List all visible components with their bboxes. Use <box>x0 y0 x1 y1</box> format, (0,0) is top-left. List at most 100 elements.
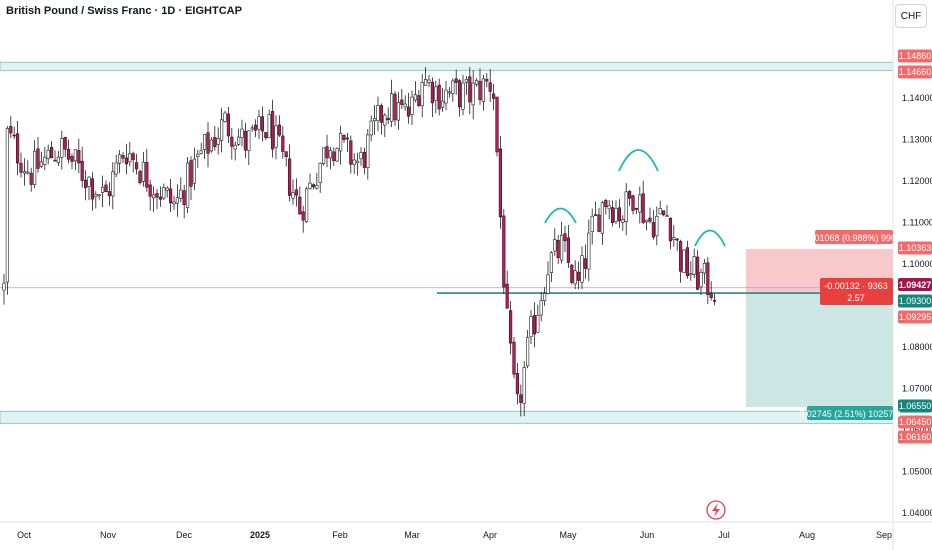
candle[interactable] <box>689 273 693 276</box>
candle[interactable] <box>67 148 71 160</box>
candle[interactable] <box>512 341 516 375</box>
candle[interactable] <box>542 293 547 301</box>
candle[interactable] <box>118 154 122 164</box>
candle[interactable] <box>491 93 496 99</box>
candle[interactable] <box>131 153 135 160</box>
candle[interactable] <box>627 191 632 199</box>
candle[interactable] <box>220 119 224 141</box>
candle[interactable] <box>26 171 30 174</box>
price-tag[interactable] <box>898 241 932 255</box>
candle[interactable] <box>223 112 227 122</box>
candle[interactable] <box>566 237 570 263</box>
candle[interactable] <box>155 193 159 198</box>
candle[interactable] <box>437 84 441 110</box>
candle[interactable] <box>124 157 128 165</box>
candle[interactable] <box>709 293 713 298</box>
support-resistance-zone[interactable] <box>0 61 894 72</box>
candle[interactable] <box>250 127 254 130</box>
candle[interactable] <box>369 120 373 136</box>
lightning-icon[interactable] <box>706 500 726 520</box>
candle[interactable] <box>624 191 628 222</box>
candle[interactable] <box>349 140 353 165</box>
currency-badge[interactable]: CHF <box>895 4 927 28</box>
candle[interactable] <box>148 184 152 197</box>
candle[interactable] <box>128 153 132 163</box>
candle[interactable] <box>668 218 672 242</box>
candle[interactable] <box>706 262 710 295</box>
candle[interactable] <box>87 176 91 187</box>
candle[interactable] <box>478 81 482 101</box>
candle[interactable] <box>661 210 666 216</box>
candle[interactable] <box>451 80 455 94</box>
candle[interactable] <box>240 128 244 138</box>
candle[interactable] <box>12 134 16 137</box>
candle[interactable] <box>107 191 111 197</box>
candle[interactable] <box>614 208 618 222</box>
candle[interactable] <box>471 82 475 106</box>
candle[interactable] <box>84 179 88 188</box>
candle[interactable] <box>342 134 346 141</box>
candle[interactable] <box>498 148 503 218</box>
candle[interactable] <box>32 150 37 185</box>
candle[interactable] <box>335 148 339 162</box>
candle[interactable] <box>379 105 384 123</box>
candle[interactable] <box>610 207 615 224</box>
candle[interactable] <box>648 217 652 222</box>
candle[interactable] <box>19 162 23 173</box>
candle[interactable] <box>702 262 706 274</box>
candle[interactable] <box>427 79 431 83</box>
candle[interactable] <box>570 264 574 283</box>
candle[interactable] <box>692 256 696 275</box>
candle[interactable] <box>502 215 506 288</box>
candle[interactable] <box>230 136 234 147</box>
candle[interactable] <box>553 239 557 252</box>
candle[interactable] <box>423 79 428 86</box>
candle[interactable] <box>682 249 686 273</box>
candle[interactable] <box>355 160 360 164</box>
candle[interactable] <box>597 214 601 232</box>
candle[interactable] <box>179 189 183 199</box>
candle[interactable] <box>315 184 319 189</box>
candle[interactable] <box>410 96 414 115</box>
candle[interactable] <box>362 151 367 168</box>
candle[interactable] <box>281 135 285 152</box>
candle[interactable] <box>216 138 220 145</box>
candle[interactable] <box>311 184 316 188</box>
candle[interactable] <box>294 189 299 196</box>
candle[interactable] <box>525 337 530 367</box>
candle[interactable] <box>672 237 676 240</box>
price-tag[interactable] <box>898 310 932 324</box>
candle[interactable] <box>158 196 163 200</box>
candle[interactable] <box>274 125 278 148</box>
candle[interactable] <box>209 139 214 152</box>
candle[interactable] <box>396 102 401 121</box>
candle[interactable] <box>284 151 288 157</box>
candle[interactable] <box>43 156 47 165</box>
candle[interactable] <box>141 161 146 182</box>
candle[interactable] <box>199 150 203 154</box>
candle[interactable] <box>621 219 625 223</box>
candle[interactable] <box>420 81 424 107</box>
candle[interactable] <box>169 188 173 204</box>
candle[interactable] <box>461 82 465 110</box>
candle[interactable] <box>277 124 282 136</box>
candle[interactable] <box>257 116 261 130</box>
candle[interactable] <box>196 153 200 157</box>
candle[interactable] <box>532 315 536 335</box>
candle[interactable] <box>546 274 550 294</box>
candle[interactable] <box>104 184 108 192</box>
candle[interactable] <box>111 171 115 197</box>
pattern-arc-right-shoulder[interactable] <box>694 229 726 247</box>
candle[interactable] <box>590 215 594 232</box>
candle[interactable] <box>508 310 513 344</box>
candle[interactable] <box>376 105 380 122</box>
candle[interactable] <box>634 207 638 210</box>
candle[interactable] <box>2 282 6 291</box>
candle[interactable] <box>638 194 642 213</box>
candle[interactable] <box>468 76 472 103</box>
candle[interactable] <box>665 215 669 217</box>
candle[interactable] <box>165 187 169 191</box>
support-resistance-zone[interactable] <box>0 410 894 424</box>
pattern-arc-head[interactable] <box>618 149 659 172</box>
candle[interactable] <box>36 148 40 169</box>
